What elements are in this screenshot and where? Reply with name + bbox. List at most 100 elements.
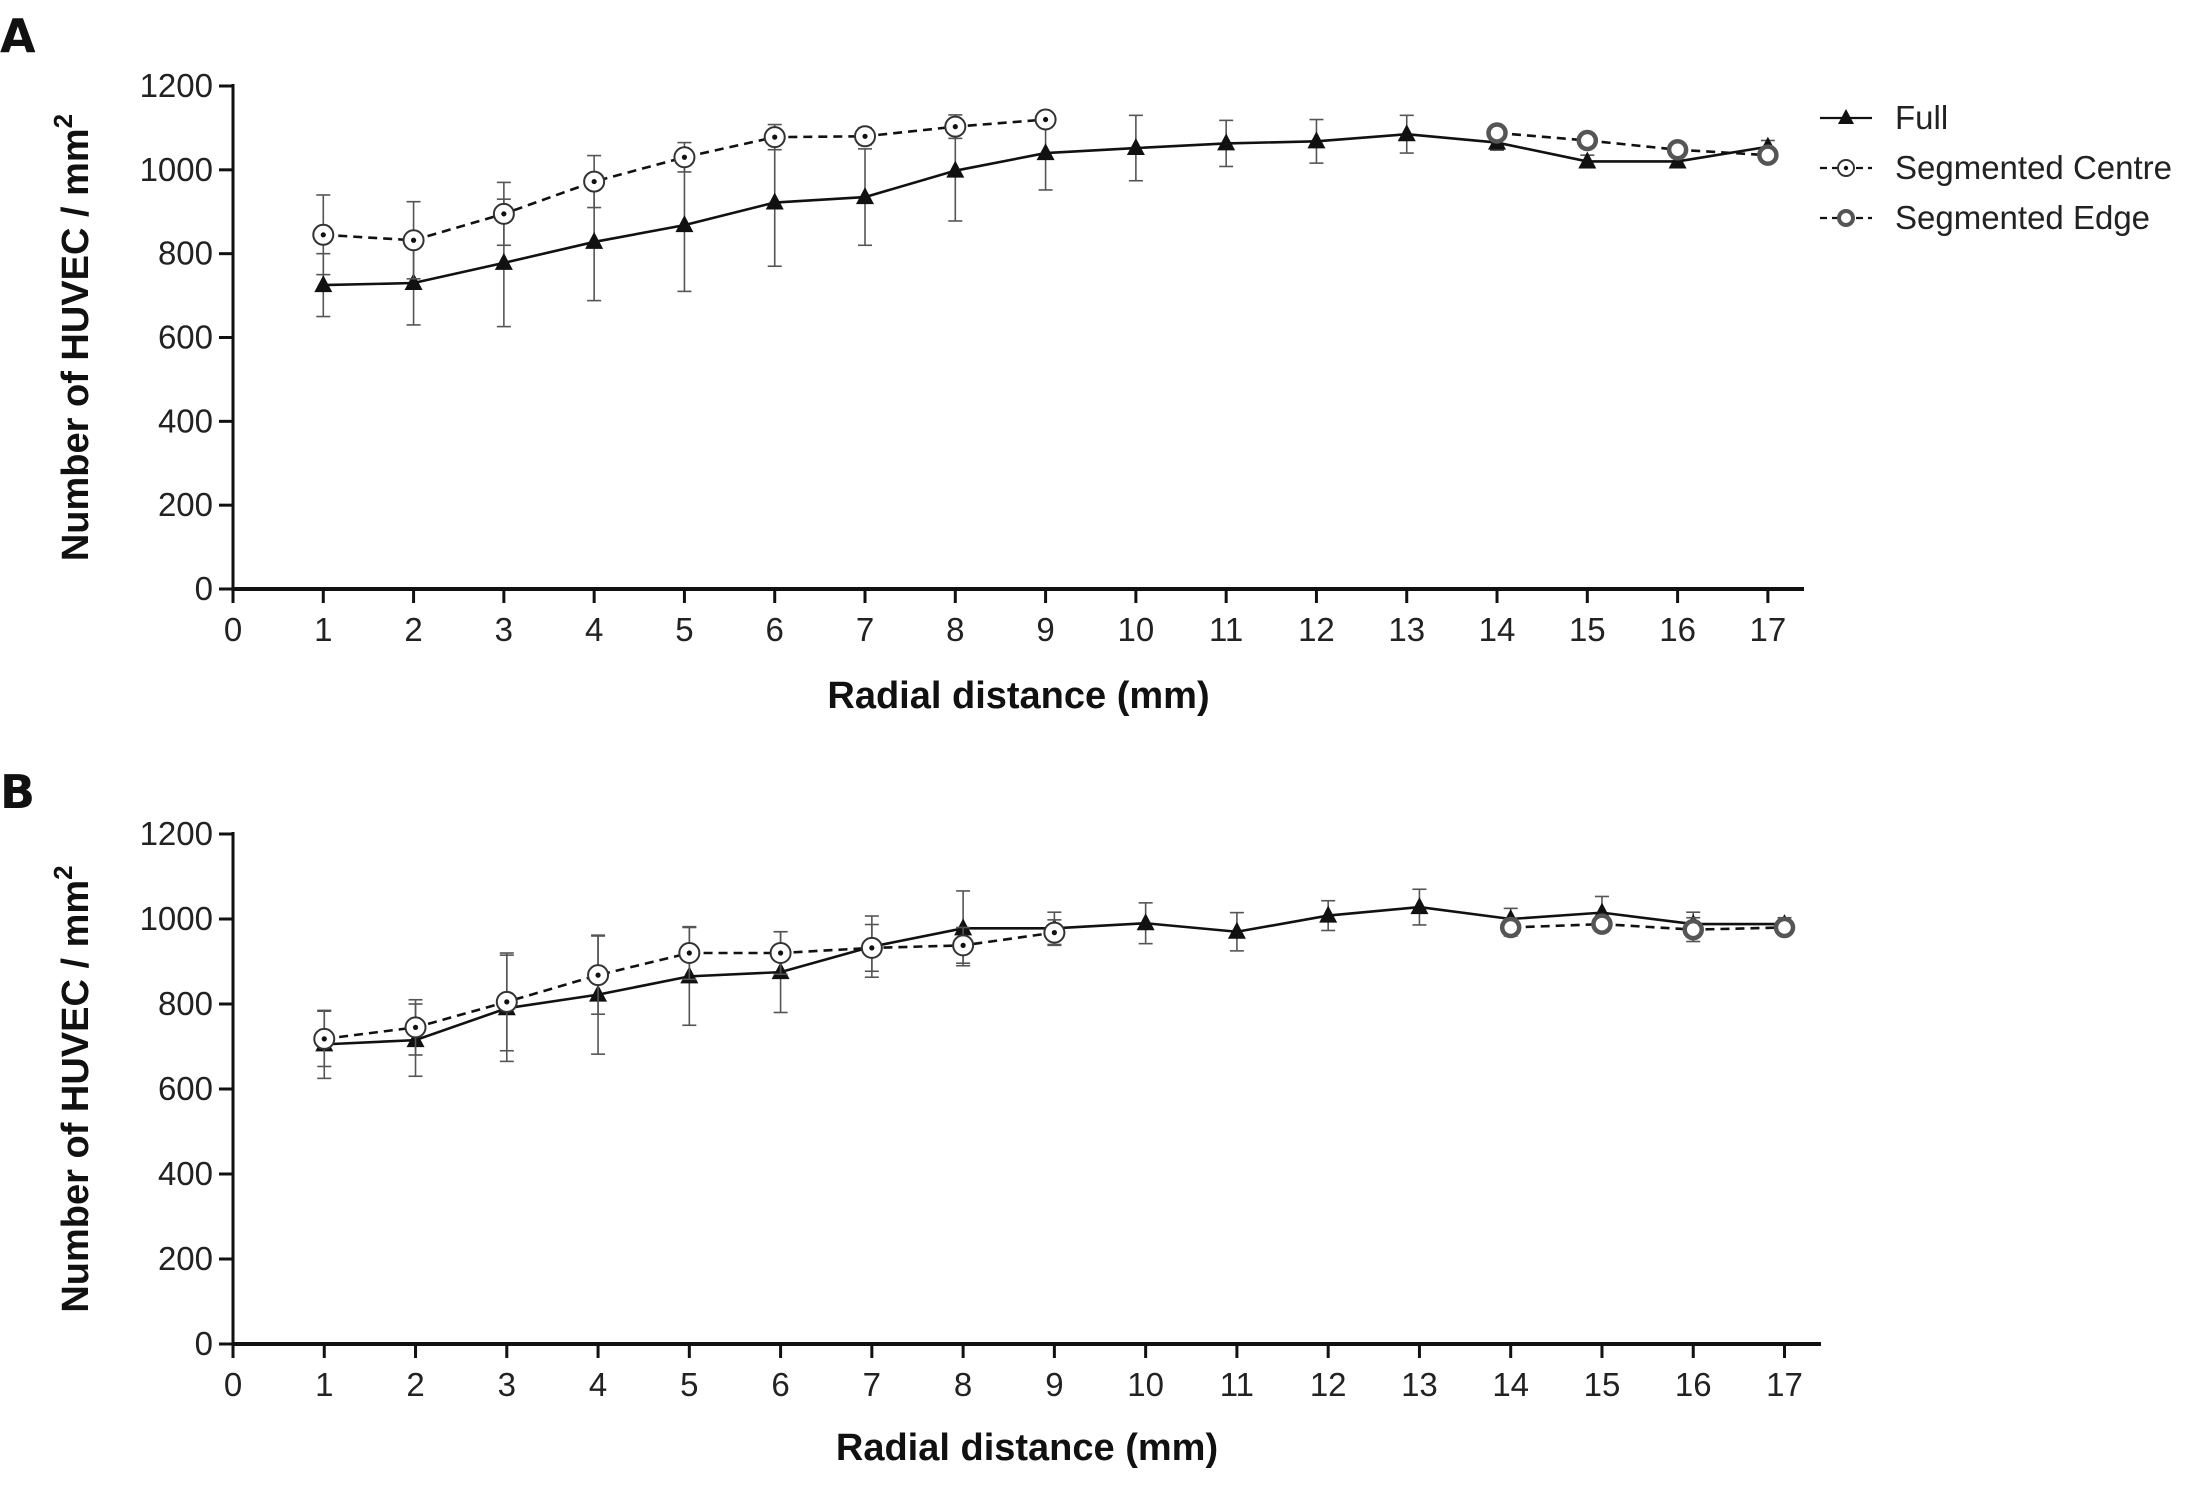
x-tick-label: 8 bbox=[954, 1366, 972, 1403]
x-tick-label: 9 bbox=[1036, 611, 1054, 648]
x-tick-label: 12 bbox=[1310, 1366, 1347, 1403]
data-point-circle-dot bbox=[591, 178, 597, 185]
data-point-triangle bbox=[404, 273, 423, 291]
series-line bbox=[1510, 922, 1785, 931]
x-tick-label: 2 bbox=[404, 611, 422, 648]
y-axis-title-superscript: 2 bbox=[48, 865, 78, 879]
x-tick-label: 6 bbox=[766, 611, 784, 648]
x-tick-label: 1 bbox=[315, 1366, 333, 1403]
data-point-circle-dot bbox=[681, 154, 688, 160]
series-segmented-edge bbox=[1486, 122, 1779, 166]
data-point-circle-dot bbox=[1051, 930, 1057, 936]
y-tick-label: 1200 bbox=[140, 815, 213, 852]
y-axis-title-text: Number of HUVEC / mm bbox=[55, 128, 97, 561]
y-tick-label: 200 bbox=[158, 486, 213, 523]
x-tick-label: 14 bbox=[1492, 1366, 1529, 1403]
x-tick-label: 0 bbox=[224, 1366, 242, 1403]
data-point-circle-dot bbox=[504, 999, 510, 1005]
series-full bbox=[315, 888, 1794, 1080]
data-point-circle-dot bbox=[501, 211, 507, 217]
y-axis-title: Number of HUVEC / mm2 bbox=[48, 865, 97, 1312]
data-point-triangle bbox=[946, 160, 965, 178]
data-point-triangle bbox=[1578, 151, 1597, 169]
y-tick-label: 800 bbox=[158, 985, 213, 1022]
x-tick-label: 11 bbox=[1220, 1366, 1254, 1403]
data-point-circle-dot bbox=[952, 124, 958, 130]
panel-label: B bbox=[0, 765, 35, 819]
y-tick-label: 0 bbox=[195, 1325, 213, 1362]
y-tick-label: 400 bbox=[158, 402, 213, 439]
data-point-circle-dot bbox=[321, 1036, 327, 1042]
data-point-circle-dot bbox=[777, 950, 784, 956]
series-line bbox=[1496, 131, 1768, 157]
data-point-circle-dot bbox=[410, 237, 417, 243]
x-tick-label: 17 bbox=[1750, 611, 1787, 648]
x-tick-label: 6 bbox=[771, 1366, 789, 1403]
y-axis-title-text: Number of HUVEC / mm bbox=[55, 880, 97, 1313]
x-tick-label: 12 bbox=[1298, 611, 1335, 648]
x-axis-title: Radial distance (mm) bbox=[827, 675, 1209, 717]
data-point-triangle bbox=[1397, 124, 1416, 142]
x-tick-label: 0 bbox=[224, 611, 242, 648]
data-point-circle-dot bbox=[320, 232, 326, 238]
y-tick-label: 1200 bbox=[140, 67, 213, 104]
x-tick-label: 11 bbox=[1209, 611, 1243, 648]
legend-marker-bold-circle bbox=[1837, 209, 1855, 227]
y-axis-title: Number of HUVEC / mm2 bbox=[48, 114, 97, 561]
x-tick-label: 14 bbox=[1479, 611, 1516, 648]
data-point-triangle bbox=[1227, 921, 1246, 939]
legend-marker-circle-dot bbox=[1843, 165, 1849, 171]
data-point-circle-dot bbox=[869, 945, 875, 951]
series-segmented-centre bbox=[313, 919, 1066, 1068]
y-tick-label: 600 bbox=[158, 1070, 213, 1107]
data-point-triangle bbox=[1126, 138, 1145, 156]
legend-label: Segmented Edge bbox=[1895, 199, 2150, 236]
y-tick-label: 1000 bbox=[140, 900, 213, 937]
series-line bbox=[323, 118, 1046, 242]
data-point-bold-circle bbox=[1591, 913, 1613, 935]
y-tick-label: 1000 bbox=[140, 151, 213, 188]
x-tick-label: 1 bbox=[314, 611, 332, 648]
x-tick-label: 7 bbox=[856, 611, 874, 648]
data-point-triangle bbox=[765, 192, 784, 210]
x-tick-label: 8 bbox=[946, 611, 964, 648]
series-full bbox=[314, 114, 1777, 328]
data-point-triangle bbox=[1410, 897, 1429, 915]
y-tick-label: 800 bbox=[158, 235, 213, 272]
x-tick-label: 5 bbox=[680, 1366, 698, 1403]
x-tick-label: 4 bbox=[585, 611, 603, 648]
data-point-triangle bbox=[585, 231, 604, 249]
x-tick-label: 5 bbox=[675, 611, 693, 648]
data-point-circle-dot bbox=[686, 950, 692, 956]
x-tick-label: 10 bbox=[1118, 611, 1155, 648]
x-tick-label: 17 bbox=[1766, 1366, 1803, 1403]
series-segmented-edge bbox=[1499, 913, 1796, 943]
y-axis-title-superscript: 2 bbox=[48, 114, 78, 128]
y-tick-label: 0 bbox=[195, 570, 213, 607]
data-point-circle-dot bbox=[595, 972, 601, 978]
data-point-triangle bbox=[314, 275, 333, 293]
data-point-circle-dot bbox=[960, 942, 966, 948]
x-tick-label: 7 bbox=[863, 1366, 881, 1403]
x-tick-label: 3 bbox=[495, 611, 513, 648]
data-point-circle-dot bbox=[862, 133, 868, 139]
data-point-bold-circle bbox=[1773, 916, 1796, 939]
data-point-circle-dot bbox=[412, 1024, 419, 1030]
y-tick-label: 400 bbox=[158, 1155, 213, 1192]
data-point-bold-circle bbox=[1682, 918, 1704, 941]
data-point-triangle bbox=[856, 187, 875, 205]
series-segmented-centre bbox=[312, 108, 1057, 280]
x-tick-label: 16 bbox=[1659, 611, 1696, 648]
data-point-circle-dot bbox=[1042, 116, 1049, 123]
x-tick-label: 3 bbox=[498, 1366, 516, 1403]
x-tick-label: 13 bbox=[1388, 611, 1425, 648]
x-axis-title: Radial distance (mm) bbox=[836, 1427, 1218, 1469]
x-tick-label: 10 bbox=[1127, 1366, 1164, 1403]
x-tick-label: 13 bbox=[1401, 1366, 1438, 1403]
data-point-bold-circle bbox=[1666, 138, 1689, 161]
data-point-circle-dot bbox=[772, 134, 778, 140]
legend-marker-triangle bbox=[1838, 109, 1854, 124]
